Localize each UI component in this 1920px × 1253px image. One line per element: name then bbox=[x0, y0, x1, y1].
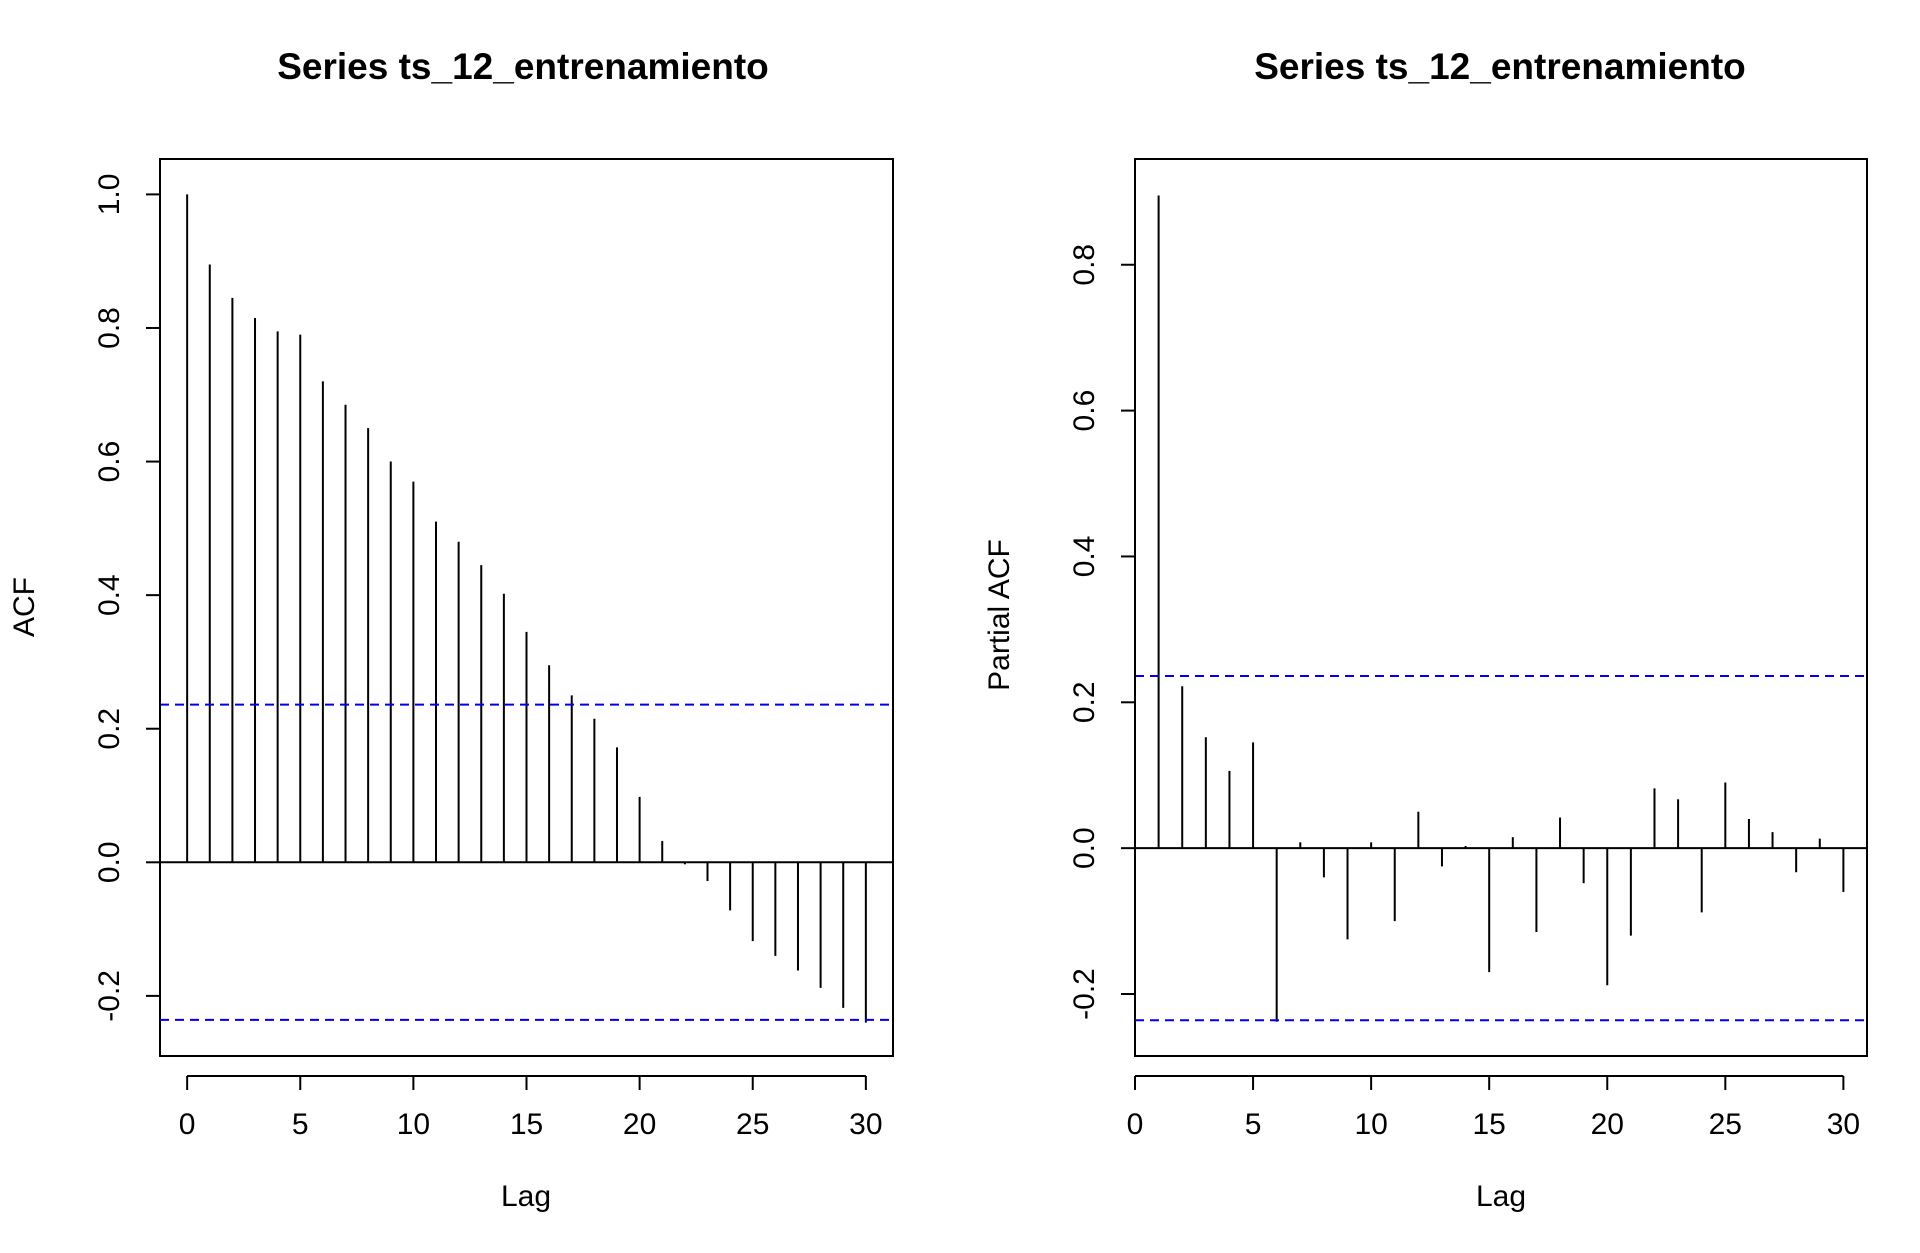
acf-y-axis: -0.2 0.0 0.2 0.4 0.6 0.8 1.0 bbox=[93, 174, 161, 1022]
pacf-y-tick-label-5: 0.8 bbox=[1068, 244, 1101, 286]
acf-bars bbox=[160, 194, 893, 1023]
pacf-y-tick-label-2: 0.2 bbox=[1068, 681, 1101, 723]
acf-y-tick-label-5: 0.8 bbox=[93, 307, 126, 349]
pacf-x-tick-label-30: 30 bbox=[1827, 1108, 1860, 1141]
pacf-y-tick-label-4: 0.6 bbox=[1068, 390, 1101, 432]
acf-x-tick-label-15: 15 bbox=[510, 1108, 543, 1141]
acf-y-tick-label-3: 0.4 bbox=[93, 574, 126, 616]
acf-y-tick-label-0: -0.2 bbox=[93, 970, 126, 1022]
acf-y-tick-label-4: 0.6 bbox=[93, 441, 126, 483]
pacf-x-tick-label-5: 5 bbox=[1245, 1108, 1262, 1141]
pacf-y-axis-label: Partial ACF bbox=[983, 539, 1016, 691]
pacf-chart-title: Series ts_12_entrenamiento bbox=[1254, 46, 1746, 87]
pacf-y-tick-label-0: -0.2 bbox=[1068, 968, 1101, 1020]
acf-x-tick-label-0: 0 bbox=[179, 1108, 196, 1141]
acf-y-tick-label-2: 0.2 bbox=[93, 708, 126, 750]
pacf-x-tick-label-0: 0 bbox=[1127, 1108, 1144, 1141]
acf-x-tick-label-25: 25 bbox=[736, 1108, 769, 1141]
pacf-y-axis: -0.2 0.0 0.2 0.4 0.6 0.8 bbox=[1068, 244, 1136, 1020]
acf-x-tick-label-20: 20 bbox=[623, 1108, 656, 1141]
pacf-y-tick-label-1: 0.0 bbox=[1068, 827, 1101, 869]
pacf-confidence-bounds bbox=[1135, 675, 1867, 1022]
pacf-x-axis: 0 5 10 15 20 25 30 bbox=[1127, 1075, 1860, 1141]
pacf-plot-frame bbox=[1134, 158, 1868, 1057]
acf-plot-frame bbox=[159, 158, 894, 1057]
acf-y-tick-label-1: 0.0 bbox=[93, 841, 126, 883]
acf-x-axis: 0 5 10 15 20 25 30 bbox=[179, 1075, 883, 1141]
acf-confidence-bounds bbox=[160, 703, 893, 1021]
acf-panel: Series ts_12_entrenamiento 0 5 10 15 20 25 30 … bbox=[8, 46, 894, 1213]
acf-y-axis-label: ACF bbox=[8, 577, 41, 637]
acf-chart-title: Series ts_12_entrenamiento bbox=[277, 46, 769, 87]
pacf-panel: Series ts_12_entrenamiento 0 5 10 15 20 25 30 … bbox=[983, 46, 1868, 1213]
pacf-x-tick-label-10: 10 bbox=[1354, 1108, 1387, 1141]
acf-x-tick-label-10: 10 bbox=[397, 1108, 430, 1141]
acf-x-tick-label-5: 5 bbox=[292, 1108, 309, 1141]
pacf-x-tick-label-25: 25 bbox=[1709, 1108, 1742, 1141]
pacf-x-tick-label-15: 15 bbox=[1473, 1108, 1506, 1141]
pacf-y-tick-label-3: 0.4 bbox=[1068, 536, 1101, 578]
acf-y-tick-label-6: 1.0 bbox=[93, 174, 126, 216]
pacf-x-axis-label: Lag bbox=[1476, 1180, 1526, 1213]
acf-x-tick-label-30: 30 bbox=[849, 1108, 882, 1141]
pacf-bars bbox=[1135, 195, 1867, 1022]
pacf-x-tick-label-20: 20 bbox=[1591, 1108, 1624, 1141]
acf-x-axis-label: Lag bbox=[501, 1180, 551, 1213]
